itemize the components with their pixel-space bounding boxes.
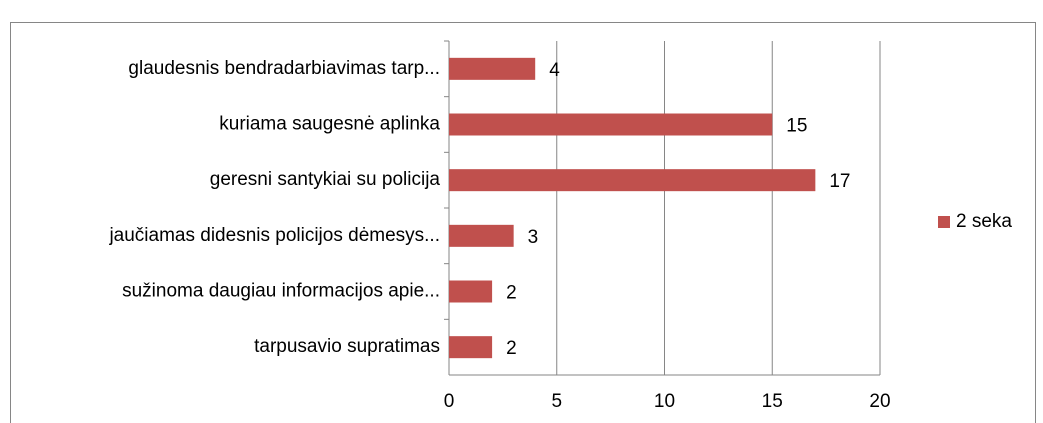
y-tick-label: kuriama saugesnė aplinka xyxy=(219,114,440,135)
y-tick-label: glaudesnis bendradarbiavimas tarp... xyxy=(128,58,440,79)
data-label: 15 xyxy=(786,116,807,137)
x-tick-label: 0 xyxy=(444,391,455,412)
bar xyxy=(449,113,773,136)
legend-label: 2 seka xyxy=(956,211,1012,232)
data-label: 4 xyxy=(549,60,560,81)
x-tick-label: 15 xyxy=(762,391,783,412)
y-tick-label: geresni santykiai su policija xyxy=(210,169,441,190)
x-tick-label: 20 xyxy=(869,391,890,412)
x-tick-label: 10 xyxy=(654,391,675,412)
bar xyxy=(449,224,514,247)
data-label: 2 xyxy=(506,283,517,304)
y-tick-label: jaučiamas didesnis policijos dėmesys... xyxy=(108,225,440,246)
bar xyxy=(449,280,493,303)
y-tick-label: tarpusavio supratimas xyxy=(254,336,440,357)
data-label: 2 xyxy=(506,338,517,359)
bar xyxy=(449,169,816,192)
chart-frame xyxy=(10,22,1036,423)
bar xyxy=(449,336,493,359)
legend-swatch xyxy=(938,216,950,228)
y-tick-label: sužinoma daugiau informacijos apie... xyxy=(122,281,440,302)
x-tick-label: 5 xyxy=(551,391,562,412)
data-label: 17 xyxy=(829,171,850,192)
data-label: 3 xyxy=(528,227,539,248)
bar xyxy=(449,57,536,80)
